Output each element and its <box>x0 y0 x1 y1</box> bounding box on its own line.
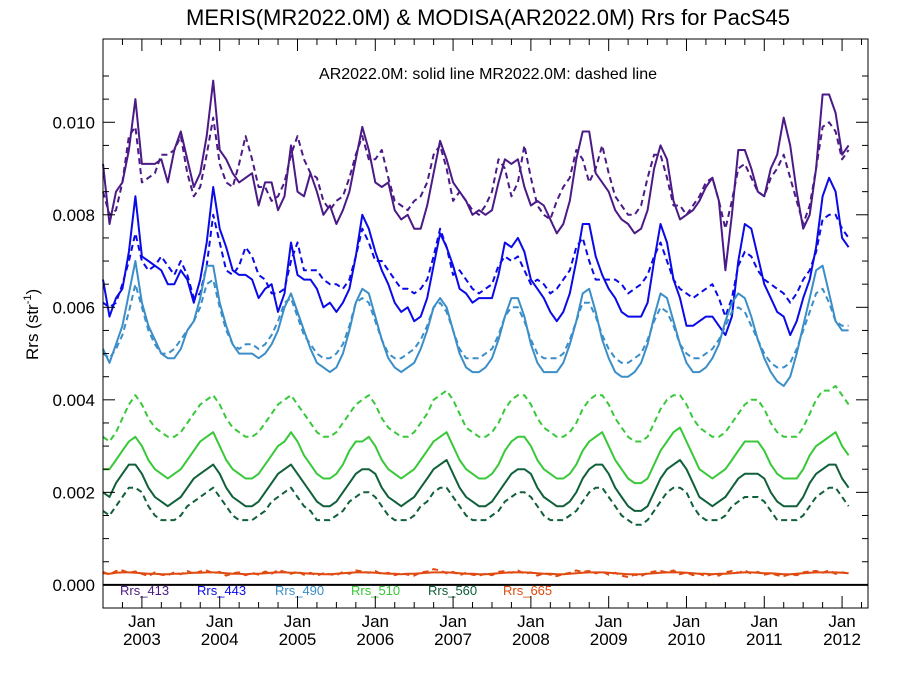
legend-item-rrs_560: Rrs_560 <box>428 583 477 598</box>
y-tick-label: 0.010 <box>52 113 95 132</box>
series-rrs_443-solid <box>102 176 850 337</box>
x-tick-year: 2009 <box>590 630 628 649</box>
series-rrs_560-dashed <box>102 486 850 526</box>
series-rrs_560-solid <box>102 459 850 512</box>
x-tick-year: 2012 <box>823 630 861 649</box>
line-style-annotation: AR2022.0M: solid line MR2022.0M: dashed … <box>319 66 657 83</box>
series-layer <box>102 79 850 578</box>
plot-frame <box>102 38 869 609</box>
x-axis: Jan2003Jan2004Jan2005Jan2006Jan2007Jan20… <box>102 39 863 649</box>
legend: Rrs_413 Rrs_443 Rrs_490 Rrs_510 Rrs_560 Rrs_6… <box>120 583 552 598</box>
x-tick-month: Jan <box>206 612 233 631</box>
series-rrs_443-dashed <box>102 213 850 318</box>
x-tick-month: Jan <box>751 612 778 631</box>
legend-item-rrs_490: Rrs_490 <box>275 583 324 598</box>
series-rrs_665-dashed <box>102 568 849 578</box>
series-rrs_665-solid <box>102 571 849 576</box>
x-tick-month: Jan <box>439 612 466 631</box>
legend-item-rrs_413: Rrs_413 <box>120 583 169 598</box>
x-tick-month: Jan <box>673 612 700 631</box>
y-tick-label: 0.000 <box>52 576 95 595</box>
series-rrs_490-solid <box>102 260 849 387</box>
series-rrs_413-dashed <box>102 116 850 230</box>
y-axis-label-main: Rrs (str <box>23 304 42 360</box>
x-tick-year: 2005 <box>279 630 317 649</box>
x-tick-month: Jan <box>128 612 155 631</box>
x-tick-year: 2008 <box>512 630 550 649</box>
series-rrs_510-dashed <box>102 385 850 443</box>
y-axis-label-superscript: -1 <box>22 295 34 305</box>
x-tick-month: Jan <box>828 612 855 631</box>
x-tick-month: Jan <box>362 612 389 631</box>
y-tick-label: 0.008 <box>52 206 95 225</box>
x-tick-year: 2011 <box>746 630 783 649</box>
x-tick-year: 2003 <box>123 630 161 649</box>
y-axis: 0.000 0.002 0.004 0.006 0.008 0.010 <box>52 75 868 595</box>
x-tick-month: Jan <box>517 612 544 631</box>
y-axis-label-close: ) <box>23 289 42 295</box>
x-tick-year: 2007 <box>434 630 472 649</box>
series-rrs_490-dashed <box>102 278 849 369</box>
x-tick-month: Jan <box>284 612 311 631</box>
y-axis-label: Rrs (str-1) <box>22 289 42 360</box>
legend-item-rrs_510: Rrs_510 <box>351 583 400 598</box>
x-tick-year: 2004 <box>201 630 239 649</box>
y-tick-label: 0.002 <box>52 483 95 502</box>
y-tick-label: 0.004 <box>52 391 95 410</box>
series-rrs_510-solid <box>103 426 850 485</box>
x-tick-month: Jan <box>595 612 622 631</box>
x-tick-year: 2006 <box>356 630 394 649</box>
legend-item-rrs_443: Rrs_443 <box>197 583 246 598</box>
chart-title: MERIS(MR2022.0M) & MODISA(AR2022.0M) Rrs… <box>186 5 790 30</box>
y-tick-label: 0.006 <box>52 298 95 317</box>
legend-item-rrs_665: Rrs_665 <box>503 583 552 598</box>
x-tick-year: 2010 <box>668 630 706 649</box>
